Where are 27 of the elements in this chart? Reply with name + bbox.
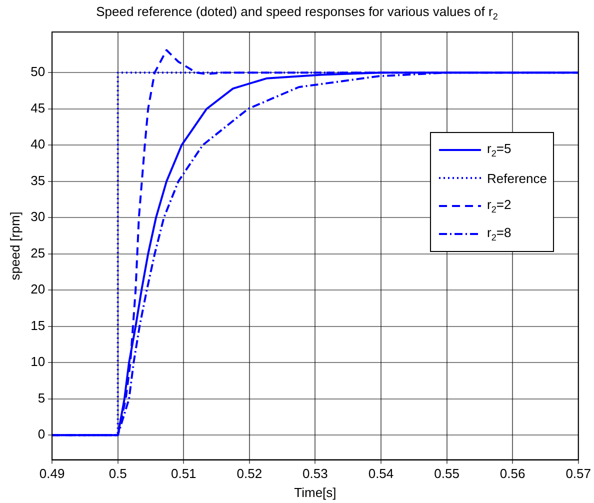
y-tick-label: 0 xyxy=(38,426,46,442)
y-tick-label: 35 xyxy=(30,172,46,188)
y-tick-label: 30 xyxy=(30,209,46,224)
y-tick-label: 5 xyxy=(38,390,46,406)
y-axis-title: speed [rpm] xyxy=(7,212,22,280)
legend-label: r$_{2}$=8 xyxy=(487,225,512,243)
x-tick-label: 0.54 xyxy=(368,466,394,482)
x-tick-label: 0.49 xyxy=(39,466,65,482)
legend-label: r$_{2}$=5 xyxy=(487,141,512,159)
legend-label: Reference xyxy=(487,170,547,186)
y-tick-label: 20 xyxy=(30,282,46,297)
x-tick-label: 0.56 xyxy=(500,466,526,482)
x-axis-title: Time[s] xyxy=(294,484,336,500)
x-tick-label: 0.52 xyxy=(236,466,262,482)
chart-title: Speed reference (doted) and speed responses for various values of r$_{2}$ xyxy=(95,4,499,22)
x-tick-label: 0.55 xyxy=(434,466,460,482)
y-tick-label: 45 xyxy=(30,100,46,116)
y-tick-label: 10 xyxy=(30,354,46,370)
y-tick-label: 25 xyxy=(30,245,46,260)
x-tick-label: 0.51 xyxy=(170,466,196,482)
x-tick-label: 0.5 xyxy=(108,466,127,482)
x-tick-label: 0.57 xyxy=(566,466,592,482)
y-tick-label: 40 xyxy=(30,136,46,152)
y-tick-label: 50 xyxy=(30,64,46,80)
x-tick-label: 0.53 xyxy=(302,466,328,482)
legend-label: r$_{2}$=2 xyxy=(487,197,512,215)
y-tick-label: 15 xyxy=(30,318,46,333)
